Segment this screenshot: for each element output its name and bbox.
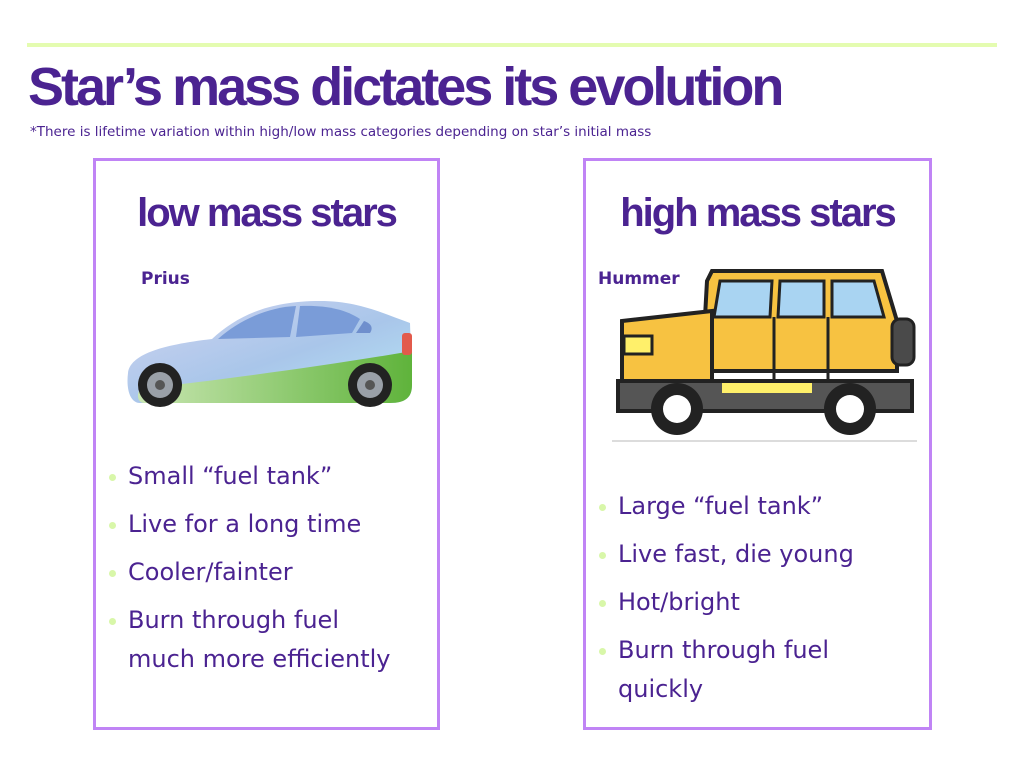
page-title: Star’s mass dictates its evolution xyxy=(28,57,784,117)
low-mass-bullet: Live for a long time xyxy=(106,505,426,544)
high-mass-bullet: Large “fuel tank” xyxy=(596,487,926,526)
low-mass-bullets: Small “fuel tank” Live for a long time C… xyxy=(106,457,426,688)
high-mass-bullets: Large “fuel tank” Live fast, die young H… xyxy=(596,487,926,718)
low-mass-heading: low mass stars xyxy=(137,191,398,235)
high-mass-heading: high mass stars xyxy=(620,191,897,235)
low-mass-bullet: Cooler/fainter xyxy=(106,553,426,592)
prius-label: Prius xyxy=(141,269,190,289)
low-mass-bullet: Small “fuel tank” xyxy=(106,457,426,496)
low-mass-card: low mass stars Prius xyxy=(93,158,440,730)
low-mass-bullet: Burn through fuel much more efficiently xyxy=(106,601,398,679)
high-mass-bullet: Burn through fuel quickly xyxy=(596,631,888,709)
high-mass-card: high mass stars Hummer Large “fuel tank”… xyxy=(583,158,932,730)
high-mass-bullet: Live fast, die young xyxy=(596,535,926,574)
suv-hummer-icon xyxy=(612,269,917,442)
hummer-label: Hummer xyxy=(598,269,680,289)
page-subtitle: *There is lifetime variation within high… xyxy=(30,124,652,140)
top-divider xyxy=(27,43,997,47)
sedan-car-icon xyxy=(127,301,413,407)
high-mass-bullet: Hot/bright xyxy=(596,583,926,622)
